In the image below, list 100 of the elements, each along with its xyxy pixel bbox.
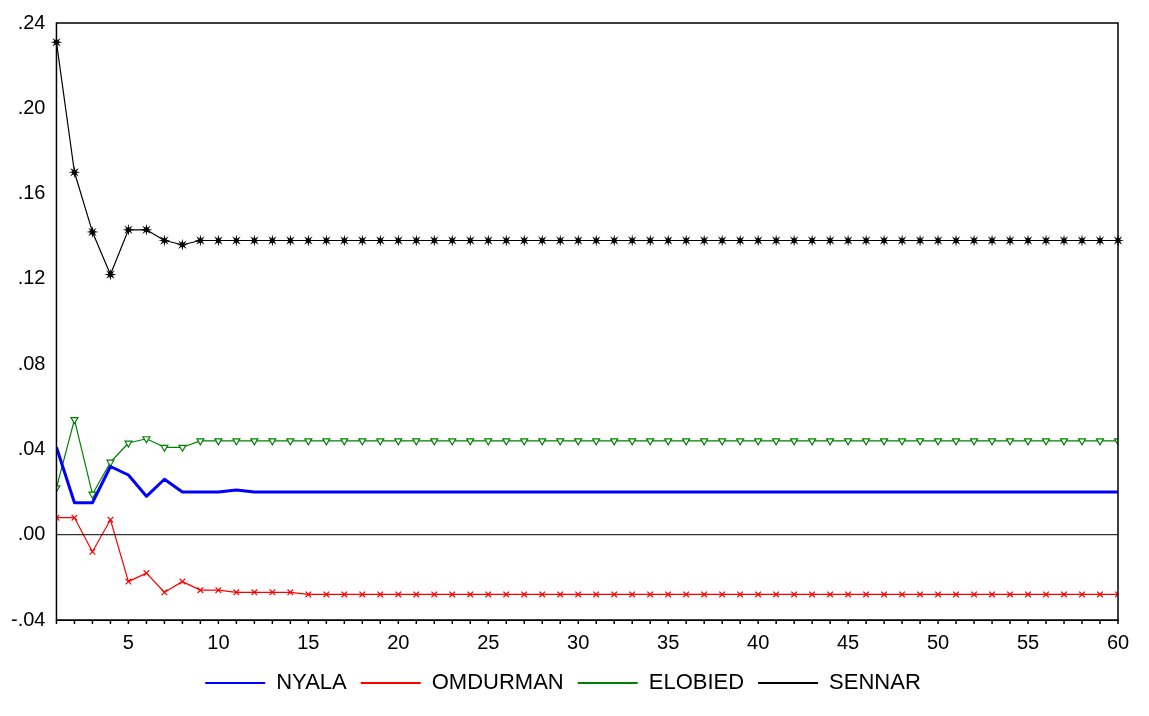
point (826, 590, 834, 598)
point (466, 590, 474, 598)
point (214, 586, 222, 594)
point (340, 438, 349, 446)
point (502, 438, 511, 446)
point (826, 438, 835, 446)
point (538, 438, 547, 446)
point (1006, 590, 1014, 598)
point (178, 444, 187, 452)
point (71, 514, 78, 522)
point (538, 590, 546, 598)
point (790, 590, 798, 598)
x-tick-label: 40 (747, 630, 770, 653)
point (250, 438, 259, 446)
point (934, 590, 942, 598)
y-tick-label: -.04 (10, 607, 46, 630)
point (988, 590, 996, 598)
point (430, 590, 438, 598)
point (358, 438, 367, 446)
point (1024, 590, 1032, 598)
point (754, 438, 763, 446)
point (68, 166, 81, 179)
y-tick-label: .00 (17, 522, 46, 545)
point (1005, 438, 1015, 446)
point (754, 590, 762, 598)
point (268, 438, 277, 446)
point (808, 438, 817, 446)
point (736, 590, 744, 598)
point (844, 438, 853, 446)
x-tick-label: 30 (567, 630, 590, 653)
point (1078, 590, 1086, 598)
y-tick-label: .08 (17, 351, 46, 374)
point (176, 238, 189, 251)
y-tick-label: .12 (17, 266, 46, 289)
point (844, 590, 852, 598)
point (394, 438, 403, 446)
point (952, 590, 960, 598)
point (502, 590, 510, 598)
point (970, 438, 979, 446)
point (880, 590, 888, 598)
point (1042, 590, 1050, 598)
point (610, 438, 619, 446)
point (304, 438, 313, 446)
point (556, 438, 565, 446)
y-tick-label: .20 (17, 95, 46, 118)
point (448, 438, 457, 446)
legend-label: ELOBIED (648, 669, 745, 695)
point (574, 590, 582, 598)
point (700, 438, 709, 446)
point (916, 590, 924, 598)
point (772, 590, 780, 598)
legend-label: NYALA (276, 669, 348, 695)
point (484, 590, 492, 598)
point (700, 590, 708, 598)
x-tick-label: 10 (207, 630, 230, 653)
point (286, 588, 294, 596)
point (250, 588, 258, 596)
point (89, 548, 96, 556)
point (646, 438, 655, 446)
point (664, 438, 673, 446)
point (898, 438, 907, 446)
point (772, 438, 781, 446)
x-tick-label: 5 (122, 630, 134, 653)
x-tick-label: 50 (926, 630, 950, 653)
point (160, 588, 168, 596)
point (124, 440, 133, 448)
point (430, 438, 439, 446)
point (160, 444, 169, 452)
point (140, 223, 153, 236)
point (286, 438, 295, 446)
point (592, 590, 600, 598)
x-tick-label: 25 (477, 630, 500, 653)
point (987, 438, 997, 446)
point (520, 438, 529, 446)
point (232, 588, 240, 596)
point (682, 438, 691, 446)
point (646, 590, 654, 598)
point (1095, 438, 1105, 446)
point (592, 438, 601, 446)
point (628, 438, 637, 446)
x-tick-label: 55 (1016, 630, 1040, 653)
point (104, 268, 117, 281)
point (268, 588, 276, 596)
point (196, 586, 204, 594)
point (70, 416, 79, 425)
point (718, 438, 727, 446)
point (664, 590, 672, 598)
point (1059, 438, 1069, 446)
point (142, 436, 151, 444)
point (412, 438, 421, 446)
point (952, 438, 961, 446)
y-tick-label: .04 (17, 436, 46, 459)
point (556, 590, 564, 598)
point (880, 438, 889, 446)
point (934, 438, 943, 446)
point (1023, 438, 1033, 446)
point (394, 590, 402, 598)
y-tick-label: .16 (17, 181, 46, 204)
point (1060, 590, 1068, 598)
point (466, 438, 475, 446)
